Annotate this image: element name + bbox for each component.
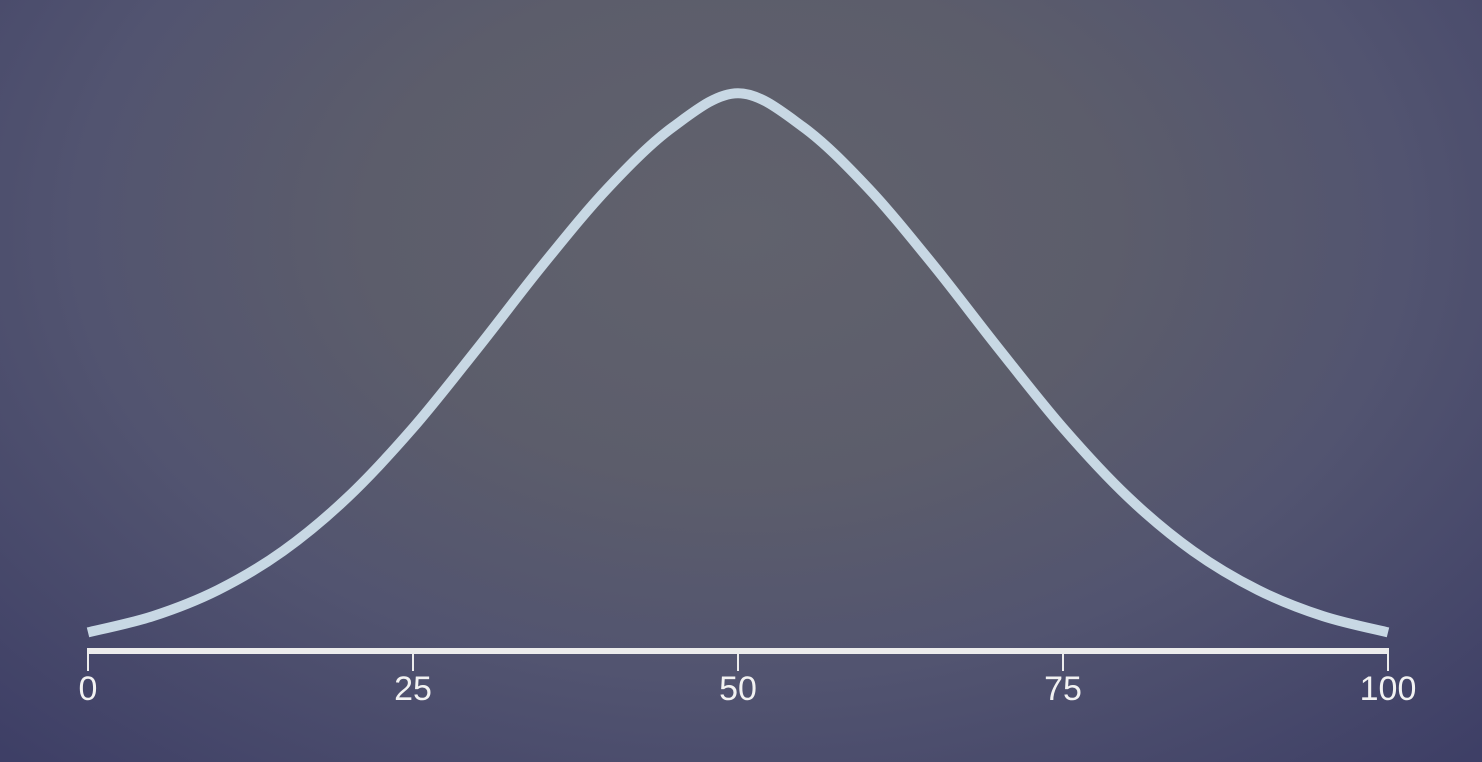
x-axis-ticks: 0 25 50 75 100 [79, 648, 1417, 708]
x-tick-label: 0 [79, 670, 98, 708]
plot-area [86, 88, 1390, 638]
x-tick-label: 25 [394, 670, 432, 708]
x-tick-label: 75 [1044, 670, 1082, 708]
x-tick-label: 50 [719, 670, 757, 708]
x-tick-label: 100 [1360, 670, 1417, 708]
series-line [86, 88, 1390, 638]
x-axis: 0 25 50 75 100 [79, 648, 1417, 708]
